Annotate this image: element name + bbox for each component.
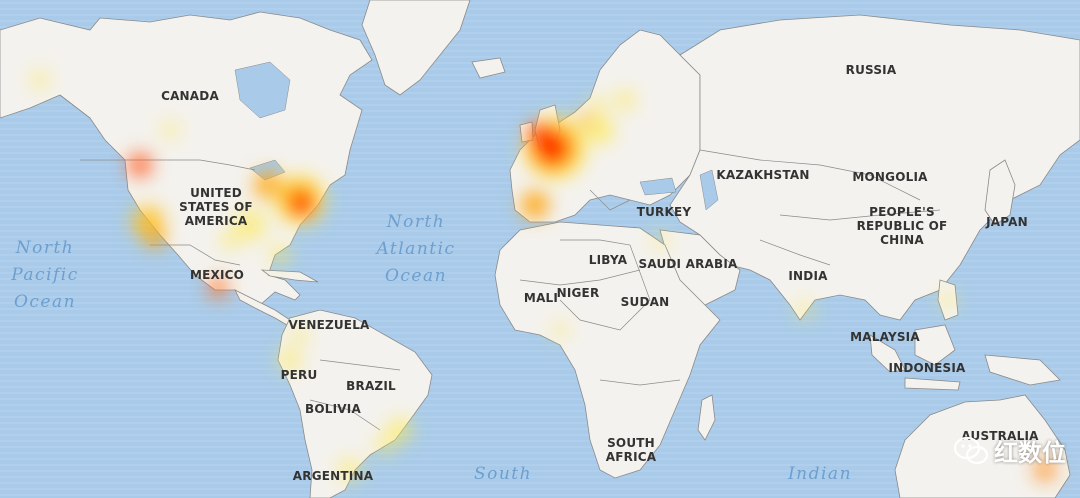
country-label-niger: NIGER [557, 286, 600, 300]
country-label-usa: STATES OF [179, 200, 253, 214]
watermark-text: 红数位 [994, 439, 1066, 467]
land-asia [669, 14, 1080, 321]
ocean-label-north-atlantic: North [386, 212, 446, 232]
country-label-china: PEOPLE'S [869, 205, 935, 219]
outage-heatmap [30, 70, 1057, 482]
country-label-kazakhstan: KAZAKHSTAN [716, 168, 809, 182]
land-borneo [914, 324, 956, 366]
land-caribbean [260, 269, 319, 283]
heat-spot-peru [278, 348, 302, 372]
heat-spot-philippines [940, 292, 956, 308]
country-label-mexico: MEXICO [190, 268, 244, 282]
heat-spot-india [796, 301, 814, 319]
country-label-sudan: SUDAN [621, 295, 670, 309]
ocean-label-north-pacific: North [15, 238, 75, 258]
country-label-turkey: TURKEY [637, 205, 692, 219]
heat-spot-pacific-northwest [128, 153, 152, 177]
ocean-label-north-atlantic: Atlantic [374, 239, 455, 259]
country-label-indonesia: INDONESIA [888, 361, 966, 375]
hudson-bay [234, 61, 291, 119]
country-label-usa: AMERICA [185, 214, 248, 228]
land-greenland [361, 0, 471, 96]
country-label-south-africa: SOUTH [607, 436, 655, 450]
ocean-label-indian: Indian [787, 464, 852, 484]
heat-spot-southeast-usa [234, 209, 266, 241]
country-label-australia: AUSTRALIA [961, 429, 1039, 443]
heat-spot-scandinavia [615, 90, 635, 110]
land-japan [984, 159, 1016, 226]
country-label-brazil: BRAZIL [346, 379, 396, 393]
heat-spot-brazil [388, 418, 412, 442]
heat-spot-central-europe [586, 116, 614, 144]
country-label-argentina: ARGENTINA [293, 469, 374, 483]
country-label-china: CHINA [880, 233, 924, 247]
heat-spot-great-lakes [254, 171, 282, 199]
heat-spot-mexico [208, 278, 228, 298]
heat-spot-middle-east [652, 232, 668, 248]
country-label-libya: LIBYA [589, 253, 628, 267]
country-borders [59, 94, 941, 431]
land-sumatra [869, 334, 906, 373]
country-label-usa: UNITED [190, 186, 242, 200]
heat-spot-west-africa [552, 322, 568, 338]
ocean-label-north-pacific: Ocean [14, 292, 76, 312]
ocean-label-north-atlantic: Ocean [385, 266, 447, 286]
land-new-guinea [984, 354, 1061, 386]
country-label-mongolia: MONGOLIA [852, 170, 928, 184]
country-label-malaysia: MALAYSIA [850, 330, 920, 344]
country-label-japan: JAPAN [985, 215, 1028, 229]
country-label-south-africa: AFRICA [606, 450, 657, 464]
heat-spot-argentina [338, 458, 362, 482]
land-java [904, 377, 961, 391]
country-label-canada: CANADA [161, 89, 219, 103]
caspian-sea [699, 169, 719, 211]
land-australia [894, 394, 1071, 498]
country-label-venezuela: VENEZUELA [288, 318, 370, 332]
ocean-label-north-pacific: Pacific [10, 265, 79, 285]
land-africa [494, 221, 721, 479]
country-label-saudi: SAUDI ARABIA [638, 257, 738, 271]
black-sea [639, 177, 677, 196]
watermark: 红数位 [954, 433, 1066, 468]
country-label-china: REPUBLIC OF [857, 219, 948, 233]
country-label-bolivia: BOLIVIA [305, 402, 361, 416]
country-label-peru: PERU [281, 368, 318, 382]
heat-spot-spain [521, 191, 549, 219]
country-label-india: INDIA [788, 269, 828, 283]
ocean-label-south-atlantic: South [474, 464, 532, 484]
wechat-icon [954, 436, 988, 464]
land-madagascar [697, 394, 716, 441]
country-label-russia: RUSSIA [846, 63, 897, 77]
country-label-mali: MALI [524, 291, 558, 305]
heat-spot-sydney [1033, 458, 1057, 482]
land-iceland [471, 57, 506, 79]
